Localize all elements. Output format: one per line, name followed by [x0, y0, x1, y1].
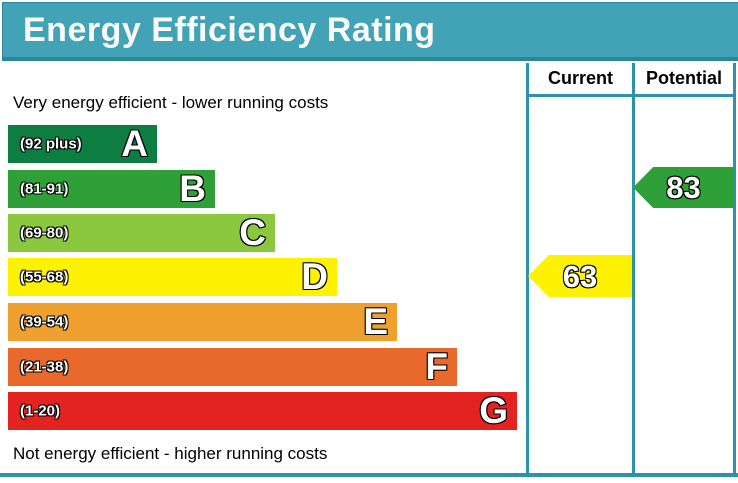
band-row-d: (55-68) D	[8, 255, 337, 297]
band-letter: A	[120, 122, 149, 164]
band-row-g: (1-20) G	[8, 389, 517, 431]
band-range-label: (39-54)	[20, 313, 69, 331]
band-row-a: (92 plus) A	[8, 122, 157, 164]
bottom-note: Not energy efficient - higher running co…	[13, 444, 328, 463]
band-row-b: (81-91) B	[8, 167, 215, 209]
current-rating-arrow: 63	[528, 255, 632, 297]
band-letter: G	[478, 389, 509, 431]
current-rating-value: 63	[562, 258, 599, 294]
band-range-label: (92 plus)	[20, 135, 82, 153]
band-range-label: (81-91)	[20, 180, 69, 198]
band-letter: D	[300, 255, 329, 297]
band-range-label: (21-38)	[20, 358, 69, 376]
table-header-underline	[526, 94, 736, 97]
bottom-border-line	[0, 473, 738, 477]
column-header-current: Current	[547, 68, 613, 88]
table-divider-line	[526, 63, 529, 474]
potential-rating-value: 83	[665, 170, 702, 205]
band-range-label: (55-68)	[20, 268, 69, 286]
band-letter: B	[178, 167, 207, 209]
page-title: Energy Efficiency Rating	[23, 10, 436, 49]
table-right-border-line	[733, 63, 736, 474]
table-divider-line	[632, 63, 635, 474]
band-range-label: (1-20)	[20, 402, 61, 420]
band-range-label: (69-80)	[20, 224, 69, 242]
band-letter: C	[238, 211, 267, 253]
top-note: Very energy efficient - lower running co…	[13, 93, 329, 112]
band-row-f: (21-38) F	[8, 345, 457, 387]
column-header-potential: Potential	[645, 68, 722, 88]
potential-rating-arrow: 83	[633, 167, 734, 208]
chart-title-banner: Energy Efficiency Rating	[2, 2, 738, 61]
band-row-c: (69-80) C	[8, 211, 275, 253]
band-letter: E	[362, 300, 389, 342]
band-letter: F	[424, 345, 449, 387]
band-row-e: (39-54) E	[8, 300, 397, 342]
